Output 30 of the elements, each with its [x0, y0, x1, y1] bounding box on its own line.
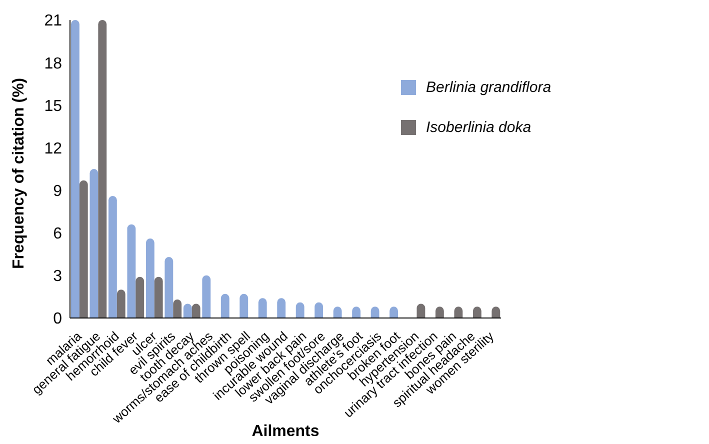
- y-axis-title: Frequency of citation (%): [10, 78, 28, 269]
- y-tick-label: 15: [44, 98, 62, 115]
- bar: [296, 302, 304, 318]
- bar: [116, 290, 126, 318]
- y-tick-label: 18: [44, 55, 62, 72]
- bar: [164, 256, 174, 318]
- legend-label: Isoberlinia doka: [426, 119, 532, 136]
- bar: [173, 300, 182, 318]
- y-tick-label: 12: [44, 140, 62, 158]
- bar: [154, 276, 163, 318]
- y-tick-label: 6: [53, 226, 62, 243]
- bar: [314, 302, 324, 318]
- bar: [108, 196, 117, 318]
- bar: [220, 294, 230, 318]
- y-tick-label: 3: [53, 268, 62, 286]
- y-tick-label: 9: [53, 182, 62, 200]
- bar: [240, 294, 248, 318]
- bar: [202, 275, 211, 318]
- legend-label: Berlinia grandiflora: [426, 79, 552, 96]
- bar: [127, 224, 136, 318]
- y-tick-label: 0: [53, 310, 62, 328]
- bar: [277, 298, 286, 318]
- bar: [136, 276, 144, 318]
- bar: [146, 238, 154, 318]
- y-tick-label: 21: [44, 12, 62, 30]
- x-axis-title: Ailments: [252, 423, 320, 440]
- bar: [258, 298, 267, 318]
- bar: [79, 180, 88, 318]
- bar: [98, 20, 107, 318]
- bar: [90, 169, 98, 318]
